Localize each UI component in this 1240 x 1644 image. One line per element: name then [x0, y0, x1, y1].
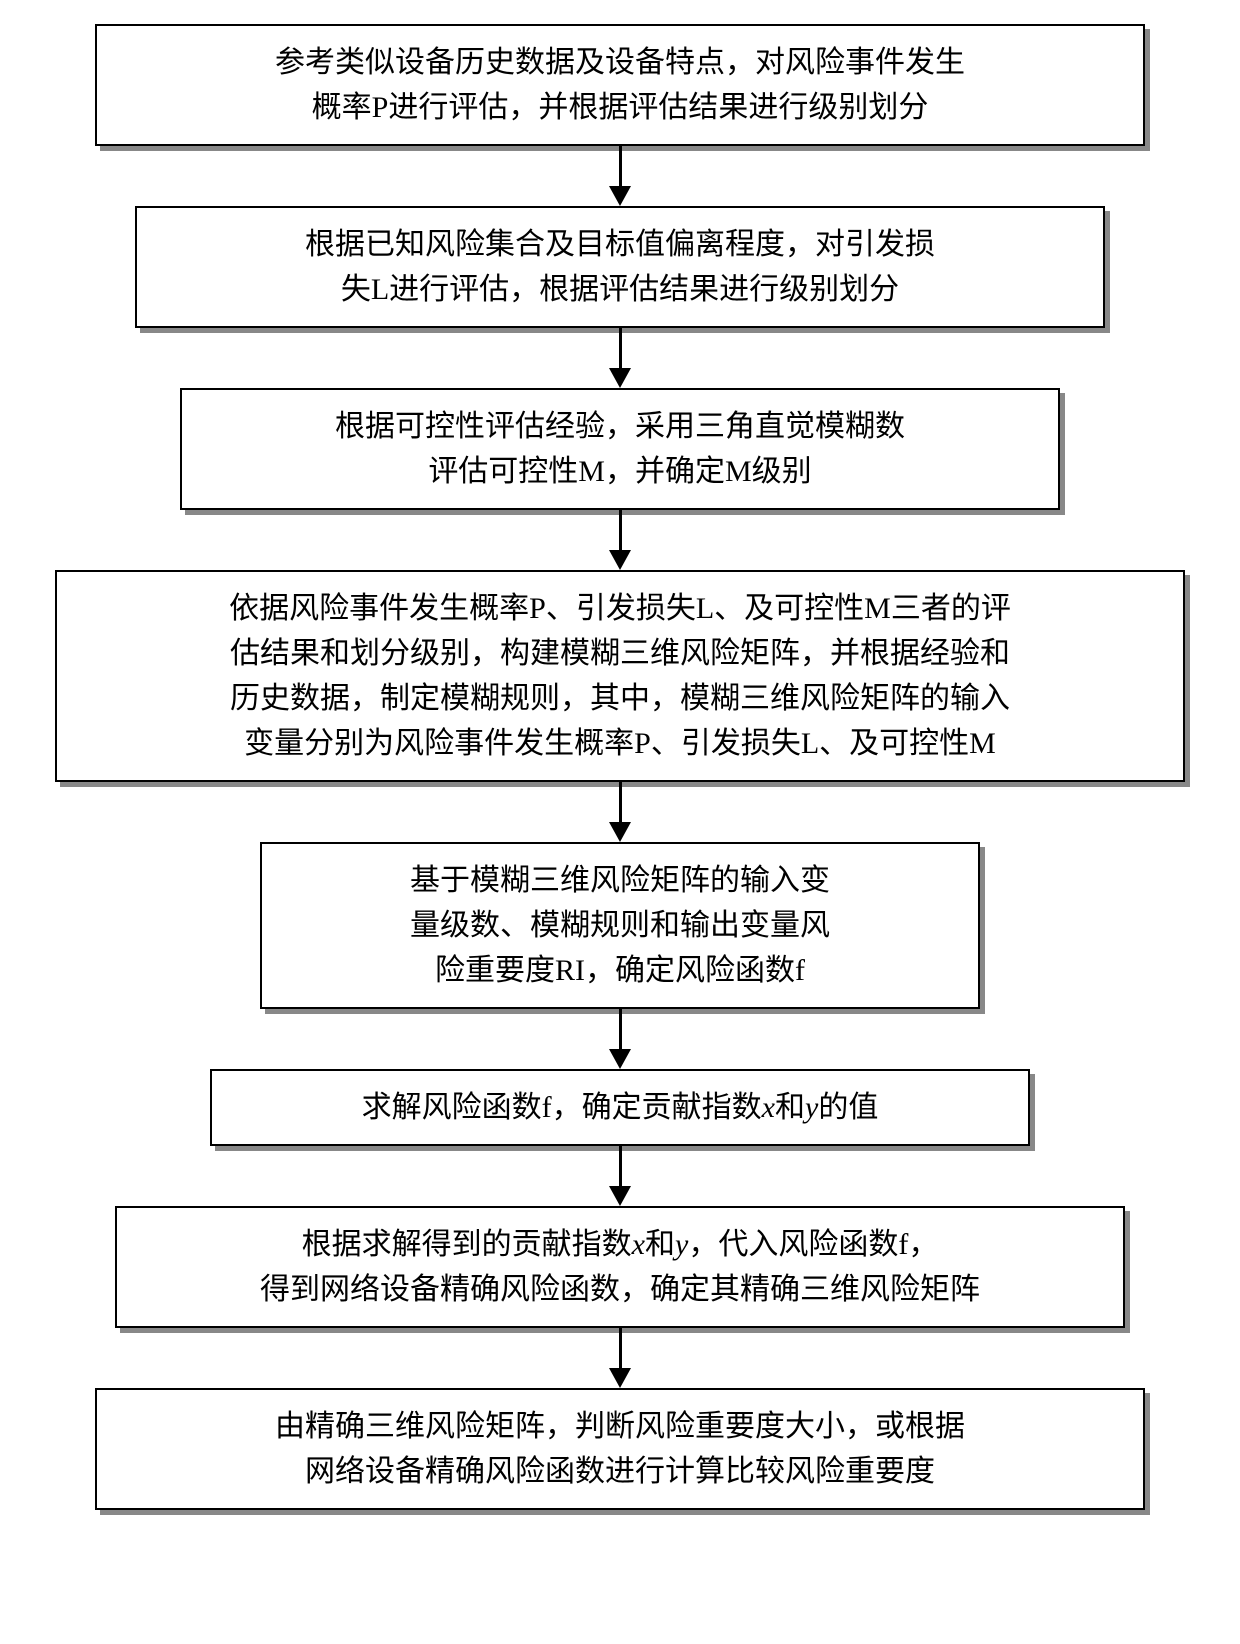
- arrow-down: [609, 328, 631, 388]
- flow-step-7: 根据求解得到的贡献指数x和y，代入风险函数f，得到网络设备精确风险函数，确定其精…: [115, 1206, 1125, 1328]
- flow-step-line: 根据求解得到的贡献指数x和y，代入风险函数f，: [141, 1222, 1099, 1267]
- flow-step-line: 评估可控性M，并确定M级别: [206, 449, 1034, 494]
- arrow-down: [609, 1009, 631, 1069]
- arrow-down: [609, 1328, 631, 1388]
- flow-step-4: 依据风险事件发生概率P、引发损失L、及可控性M三者的评估结果和划分级别，构建模糊…: [55, 570, 1185, 782]
- flow-step-line: 根据已知风险集合及目标值偏离程度，对引发损: [161, 222, 1079, 267]
- flow-step-line: 险重要度RI，确定风险函数f: [286, 948, 954, 993]
- arrow-down: [609, 782, 631, 842]
- flow-step-line: 历史数据，制定模糊规则，其中，模糊三维风险矩阵的输入: [81, 676, 1159, 721]
- flow-step-line: 失L进行评估，根据评估结果进行级别划分: [161, 267, 1079, 312]
- flow-step-8: 由精确三维风险矩阵，判断风险重要度大小，或根据网络设备精确风险函数进行计算比较风…: [95, 1388, 1145, 1510]
- flow-step-3: 根据可控性评估经验，采用三角直觉模糊数评估可控性M，并确定M级别: [180, 388, 1060, 510]
- arrow-down: [609, 510, 631, 570]
- flow-step-1: 参考类似设备历史数据及设备特点，对风险事件发生概率P进行评估，并根据评估结果进行…: [95, 24, 1145, 146]
- flow-step-line: 估结果和划分级别，构建模糊三维风险矩阵，并根据经验和: [81, 631, 1159, 676]
- flow-step-6: 求解风险函数f，确定贡献指数x和y的值: [210, 1069, 1030, 1146]
- flowchart: 参考类似设备历史数据及设备特点，对风险事件发生概率P进行评估，并根据评估结果进行…: [0, 24, 1240, 1510]
- flow-step-line: 根据可控性评估经验，采用三角直觉模糊数: [206, 404, 1034, 449]
- arrow-down: [609, 1146, 631, 1206]
- flow-step-line: 变量分别为风险事件发生概率P、引发损失L、及可控性M: [81, 721, 1159, 766]
- flow-step-line: 网络设备精确风险函数进行计算比较风险重要度: [121, 1449, 1119, 1494]
- flow-step-5: 基于模糊三维风险矩阵的输入变量级数、模糊规则和输出变量风险重要度RI，确定风险函…: [260, 842, 980, 1009]
- flow-step-line: 得到网络设备精确风险函数，确定其精确三维风险矩阵: [141, 1267, 1099, 1312]
- flow-step-line: 参考类似设备历史数据及设备特点，对风险事件发生: [121, 40, 1119, 85]
- flow-step-line: 概率P进行评估，并根据评估结果进行级别划分: [121, 85, 1119, 130]
- flow-step-line: 基于模糊三维风险矩阵的输入变: [286, 858, 954, 903]
- flow-step-2: 根据已知风险集合及目标值偏离程度，对引发损失L进行评估，根据评估结果进行级别划分: [135, 206, 1105, 328]
- flow-step-line: 由精确三维风险矩阵，判断风险重要度大小，或根据: [121, 1404, 1119, 1449]
- flow-step-line: 求解风险函数f，确定贡献指数x和y的值: [236, 1085, 1004, 1130]
- arrow-down: [609, 146, 631, 206]
- flow-step-line: 量级数、模糊规则和输出变量风: [286, 903, 954, 948]
- flow-step-line: 依据风险事件发生概率P、引发损失L、及可控性M三者的评: [81, 586, 1159, 631]
